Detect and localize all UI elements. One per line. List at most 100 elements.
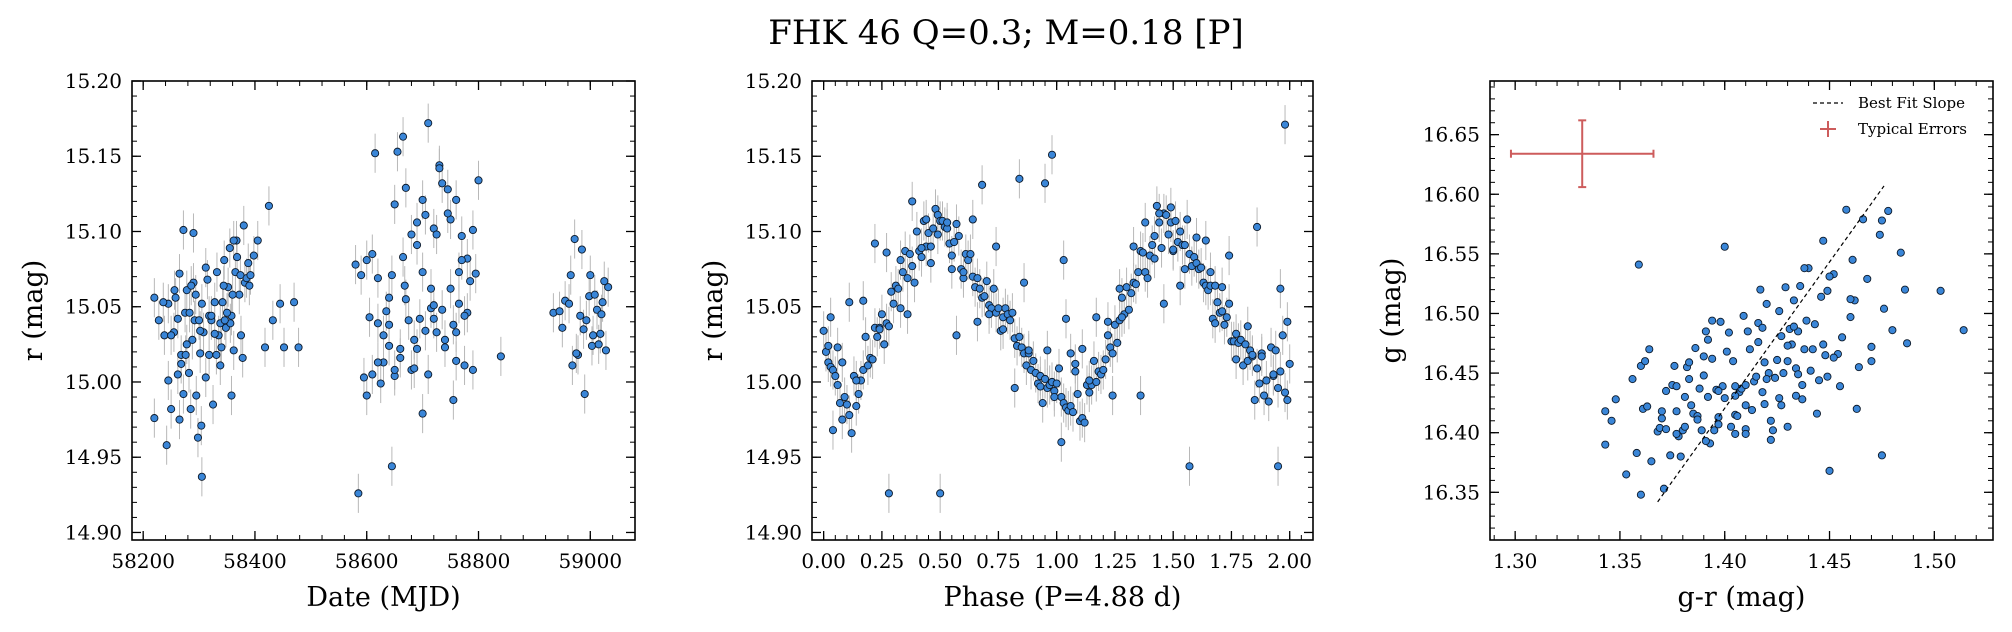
data-point bbox=[1601, 440, 1610, 449]
data-point bbox=[1859, 215, 1868, 224]
data-point bbox=[1222, 313, 1231, 322]
data-point bbox=[1773, 355, 1782, 365]
data-point bbox=[572, 349, 581, 358]
x-tick-label: 1.25 bbox=[1093, 549, 1138, 573]
data-point bbox=[863, 361, 872, 370]
data-point bbox=[1731, 391, 1740, 400]
data-point bbox=[385, 320, 394, 329]
y-tick-label: 16.35 bbox=[1423, 480, 1480, 504]
data-point bbox=[1269, 370, 1278, 379]
data-point bbox=[424, 370, 433, 379]
data-point bbox=[910, 278, 919, 287]
data-point bbox=[1733, 411, 1742, 421]
data-point bbox=[1936, 286, 1945, 295]
data-point bbox=[1113, 338, 1122, 347]
color-magnitude-points bbox=[1601, 205, 1968, 499]
data-point bbox=[555, 307, 564, 316]
data-point bbox=[1218, 307, 1227, 316]
y-tick-label: 16.40 bbox=[1423, 421, 1480, 445]
data-point bbox=[835, 399, 845, 408]
data-point bbox=[421, 210, 430, 219]
data-point bbox=[1720, 242, 1729, 251]
data-point bbox=[1670, 361, 1679, 370]
data-point bbox=[382, 307, 391, 316]
data-point bbox=[1838, 333, 1847, 342]
data-point bbox=[1819, 236, 1828, 245]
data-point bbox=[994, 304, 1003, 313]
data-point bbox=[222, 308, 232, 317]
data-point bbox=[1657, 407, 1666, 416]
data-point bbox=[373, 274, 382, 283]
data-point bbox=[875, 325, 884, 334]
light-curve-axes-frame bbox=[131, 80, 636, 541]
data-point bbox=[1687, 401, 1696, 410]
data-point bbox=[933, 230, 942, 239]
data-point bbox=[1061, 314, 1071, 323]
data-point bbox=[1085, 388, 1094, 397]
data-point bbox=[1622, 470, 1631, 479]
data-point bbox=[1714, 386, 1723, 396]
data-point bbox=[1101, 355, 1110, 364]
data-point bbox=[828, 426, 838, 435]
y-tick-label: 16.65 bbox=[1423, 123, 1480, 147]
light-curve-panel: 58200 58400 58600 58800 59000 14.90 14.95 15.00… bbox=[18, 69, 636, 613]
data-point bbox=[1691, 344, 1700, 353]
data-point bbox=[1085, 376, 1094, 385]
data-point bbox=[212, 350, 221, 359]
data-point bbox=[415, 314, 424, 323]
x-tick-label: 58400 bbox=[223, 549, 287, 573]
data-point bbox=[882, 248, 891, 257]
data-point bbox=[1783, 357, 1792, 366]
data-point bbox=[205, 350, 214, 359]
data-point bbox=[1040, 179, 1050, 188]
x-tick-label: 0.25 bbox=[860, 549, 905, 573]
data-point bbox=[1241, 340, 1250, 349]
data-point bbox=[1278, 331, 1287, 340]
data-point bbox=[1213, 298, 1222, 307]
data-point bbox=[452, 356, 461, 365]
data-point bbox=[1758, 388, 1767, 397]
x-tick-label: 0.00 bbox=[801, 549, 846, 573]
data-point bbox=[1823, 372, 1832, 381]
data-point bbox=[1760, 358, 1769, 367]
data-point bbox=[1777, 401, 1786, 410]
data-point bbox=[1601, 407, 1610, 416]
color-magnitude-panel: 1.30 1.35 1.40 1.45 1.50 16.35 16.40 16.45 16.50… bbox=[1376, 80, 1994, 613]
data-point bbox=[1720, 394, 1729, 403]
data-point bbox=[1685, 358, 1694, 367]
data-point bbox=[600, 277, 609, 286]
data-point bbox=[861, 332, 870, 341]
data-point bbox=[1697, 426, 1706, 435]
data-point bbox=[454, 299, 464, 308]
data-point bbox=[1848, 255, 1857, 264]
data-point bbox=[1806, 366, 1815, 375]
data-point bbox=[1129, 242, 1138, 251]
phased-xlabel: Phase (P=4.88 d) bbox=[944, 582, 1182, 613]
data-point bbox=[387, 271, 396, 280]
data-point bbox=[410, 335, 419, 344]
data-point bbox=[980, 292, 989, 301]
data-point bbox=[1176, 281, 1185, 290]
data-point bbox=[819, 326, 828, 335]
data-point bbox=[197, 299, 206, 308]
data-point bbox=[975, 284, 984, 293]
data-point bbox=[1783, 422, 1792, 431]
data-point bbox=[432, 328, 441, 337]
data-point bbox=[1645, 345, 1654, 354]
data-point bbox=[954, 231, 963, 241]
data-point bbox=[1192, 233, 1201, 242]
data-point bbox=[1699, 371, 1708, 380]
x-tick-label: 1.30 bbox=[1493, 549, 1538, 573]
data-point bbox=[1138, 248, 1147, 257]
data-point bbox=[1680, 392, 1689, 401]
x-tick-label: 59000 bbox=[558, 549, 622, 573]
data-point bbox=[424, 119, 433, 128]
data-point bbox=[1676, 452, 1685, 461]
data-point bbox=[1701, 327, 1710, 336]
data-point bbox=[371, 149, 380, 158]
data-point bbox=[1846, 313, 1855, 322]
data-point bbox=[418, 195, 427, 204]
data-point bbox=[1089, 356, 1099, 365]
data-point bbox=[359, 373, 368, 382]
data-point bbox=[216, 361, 225, 370]
